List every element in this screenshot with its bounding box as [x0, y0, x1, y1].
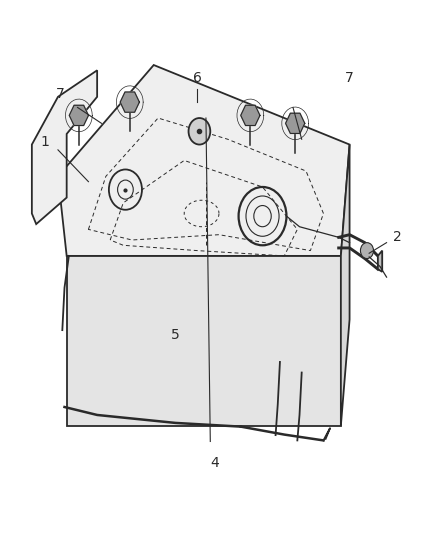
Polygon shape	[286, 113, 305, 133]
Circle shape	[188, 118, 210, 144]
Text: 5: 5	[171, 328, 180, 342]
Polygon shape	[120, 92, 139, 112]
Polygon shape	[241, 106, 260, 125]
Polygon shape	[58, 65, 350, 256]
Text: 7: 7	[56, 87, 64, 101]
Polygon shape	[67, 256, 341, 425]
Polygon shape	[69, 106, 88, 125]
Text: 7: 7	[345, 71, 354, 85]
Text: 4: 4	[210, 456, 219, 470]
Text: 2: 2	[393, 230, 402, 244]
Text: 1: 1	[40, 135, 49, 149]
Text: 6: 6	[193, 71, 201, 85]
Polygon shape	[341, 144, 350, 425]
Polygon shape	[378, 251, 382, 272]
Circle shape	[360, 243, 374, 259]
Polygon shape	[32, 70, 97, 224]
